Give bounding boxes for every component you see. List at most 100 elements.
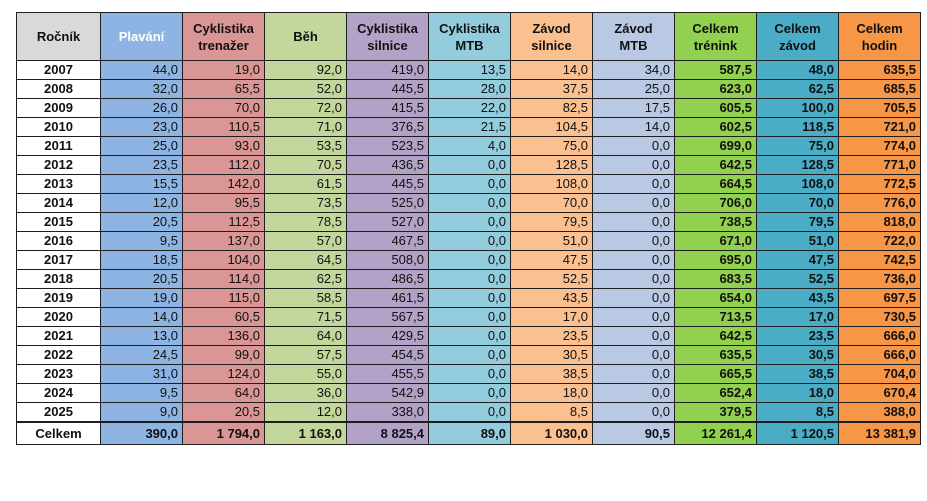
- cell-celkem-trenink: 738,5: [674, 212, 757, 232]
- cell-cyklistika-silnice: 376,5: [346, 117, 429, 137]
- cell-celkem-zavod: 18,0: [756, 383, 839, 403]
- cell-year: 2013: [16, 174, 101, 194]
- cell-year: 2008: [16, 79, 101, 99]
- cell-year: 2014: [16, 193, 101, 213]
- cell-cyklistika-trenazer: 19,0: [182, 60, 265, 80]
- cell-zavod-silnice: 51,0: [510, 231, 593, 251]
- cell-celkem-zavod: 108,0: [756, 174, 839, 194]
- cell-cyklistika-mtb: 28,0: [428, 79, 511, 99]
- cell-celkem-trenink: 706,0: [674, 193, 757, 213]
- cell-cyklistika-mtb: 0,0: [428, 364, 511, 384]
- cell-beh: 58,5: [264, 288, 347, 308]
- cell-zavod-mtb: 0,0: [592, 402, 675, 423]
- cell-year: 2016: [16, 231, 101, 251]
- column-header-cyklistika-mtb: Cyklistika MTB: [428, 12, 511, 61]
- cell-zavod-mtb: 25,0: [592, 79, 675, 99]
- cell-zavod-silnice: 108,0: [510, 174, 593, 194]
- cell-cyklistika-trenazer: 142,0: [182, 174, 265, 194]
- cell-beh: 71,5: [264, 307, 347, 327]
- cell-zavod-mtb: 0,0: [592, 231, 675, 251]
- column-header-plavani: Plavání: [100, 12, 183, 61]
- cell-celkem-zavod: 128,5: [756, 155, 839, 175]
- cell-celkem-hodin: 704,0: [838, 364, 921, 384]
- column-header-line2: MTB: [455, 37, 484, 53]
- cell-cyklistika-mtb: 0,0: [428, 345, 511, 365]
- cell-zavod-silnice: 52,5: [510, 269, 593, 289]
- cell-cyklistika-trenazer: 93,0: [182, 136, 265, 156]
- column-header-line1: Závod: [532, 20, 571, 36]
- cell-celkem-trenink: 587,5: [674, 60, 757, 80]
- cell-cyklistika-silnice: 338,0: [346, 402, 429, 423]
- column-header-year: Ročník: [16, 12, 101, 61]
- table-row: 2008 32,0 65,5 52,0 445,5 28,0 37,5 25,0 623,0 62…: [16, 79, 921, 99]
- column-header-line1: Celkem: [856, 20, 903, 36]
- cell-celkem-trenink: 652,4: [674, 383, 757, 403]
- cell-cyklistika-mtb: 0,0: [428, 155, 511, 175]
- cell-zavod-silnice: 14,0: [510, 60, 593, 80]
- cell-plavani: 44,0: [100, 60, 183, 80]
- table-row: 2009 26,0 70,0 72,0 415,5 22,0 82,5 17,5 605,5 10…: [16, 98, 921, 118]
- cell-cyklistika-trenazer: 20,5: [182, 402, 265, 423]
- table-row: 2014 12,0 95,5 73,5 525,0 0,0 70,0 0,0 706,0 70,0…: [16, 193, 921, 213]
- cell-celkem-trenink: 654,0: [674, 288, 757, 308]
- cell-plavani: 9,5: [100, 383, 183, 403]
- column-header-celkem-trenink: Celkem trénink: [674, 12, 757, 61]
- total-celkem-trenink: 12 261,4: [674, 421, 757, 445]
- cell-cyklistika-trenazer: 60,5: [182, 307, 265, 327]
- column-header-zavod-mtb: Závod MTB: [592, 12, 675, 61]
- cell-beh: 61,5: [264, 174, 347, 194]
- cell-cyklistika-silnice: 461,5: [346, 288, 429, 308]
- cell-celkem-trenink: 683,5: [674, 269, 757, 289]
- column-header-line2: hodin: [861, 37, 898, 53]
- cell-cyklistika-mtb: 0,0: [428, 231, 511, 251]
- cell-zavod-mtb: 0,0: [592, 269, 675, 289]
- cell-year: 2023: [16, 364, 101, 384]
- cell-celkem-hodin: 772,5: [838, 174, 921, 194]
- cell-zavod-silnice: 18,0: [510, 383, 593, 403]
- cell-zavod-mtb: 0,0: [592, 155, 675, 175]
- cell-year: 2010: [16, 117, 101, 137]
- table-row: 2016 9,5 137,0 57,0 467,5 0,0 51,0 0,0 671,0 51,0…: [16, 231, 921, 251]
- column-header-cyklistika-trenazer: Cyklistika trenažer: [182, 12, 265, 61]
- cell-cyklistika-mtb: 0,0: [428, 402, 511, 423]
- column-header-line2: silnice: [531, 37, 572, 53]
- cell-zavod-mtb: 14,0: [592, 117, 675, 137]
- cell-zavod-silnice: 82,5: [510, 98, 593, 118]
- cell-beh: 53,5: [264, 136, 347, 156]
- cell-cyklistika-trenazer: 65,5: [182, 79, 265, 99]
- table-row: 2011 25,0 93,0 53,5 523,5 4,0 75,0 0,0 699,0 75,0…: [16, 136, 921, 156]
- cell-plavani: 15,5: [100, 174, 183, 194]
- cell-celkem-trenink: 379,5: [674, 402, 757, 423]
- cell-beh: 70,5: [264, 155, 347, 175]
- total-celkem-hodin: 13 381,9: [838, 421, 921, 445]
- cell-cyklistika-silnice: 527,0: [346, 212, 429, 232]
- total-plavani: 390,0: [100, 421, 183, 445]
- cell-celkem-trenink: 602,5: [674, 117, 757, 137]
- cell-year: 2011: [16, 136, 101, 156]
- cell-plavani: 9,5: [100, 231, 183, 251]
- table-row: 2020 14,0 60,5 71,5 567,5 0,0 17,0 0,0 713,5 17,0…: [16, 307, 921, 327]
- cell-cyklistika-trenazer: 104,0: [182, 250, 265, 270]
- table-row: 2021 13,0 136,0 64,0 429,5 0,0 23,5 0,0 642,5 23,…: [16, 326, 921, 346]
- cell-beh: 72,0: [264, 98, 347, 118]
- cell-celkem-zavod: 79,5: [756, 212, 839, 232]
- cell-celkem-zavod: 70,0: [756, 193, 839, 213]
- total-celkem-zavod: 1 120,5: [756, 421, 839, 445]
- cell-zavod-silnice: 37,5: [510, 79, 593, 99]
- cell-zavod-mtb: 0,0: [592, 193, 675, 213]
- cell-beh: 64,0: [264, 326, 347, 346]
- column-header-cyklistika-silnice: Cyklistika silnice: [346, 12, 429, 61]
- cell-cyklistika-trenazer: 95,5: [182, 193, 265, 213]
- total-year: Celkem: [16, 421, 101, 445]
- column-header-line1: Ročník: [36, 29, 81, 44]
- cell-celkem-zavod: 75,0: [756, 136, 839, 156]
- cell-celkem-zavod: 23,5: [756, 326, 839, 346]
- total-cyklistika-trenazer: 1 794,0: [182, 421, 265, 445]
- cell-zavod-silnice: 43,5: [510, 288, 593, 308]
- cell-celkem-zavod: 51,0: [756, 231, 839, 251]
- cell-cyklistika-silnice: 542,9: [346, 383, 429, 403]
- cell-celkem-hodin: 388,0: [838, 402, 921, 423]
- cell-celkem-hodin: 776,0: [838, 193, 921, 213]
- cell-celkem-hodin: 635,5: [838, 60, 921, 80]
- cell-zavod-silnice: 23,5: [510, 326, 593, 346]
